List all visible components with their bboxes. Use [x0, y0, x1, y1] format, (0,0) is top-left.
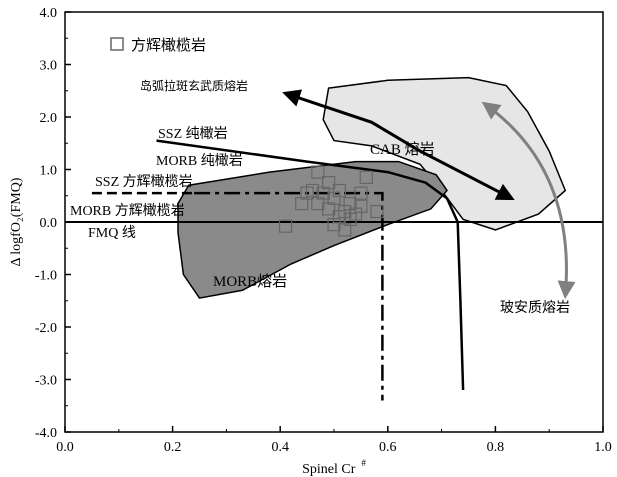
- harzburgite-point: [278, 219, 293, 233]
- y-tick-label: -4.0: [35, 426, 57, 441]
- harzburgite-point: [316, 186, 330, 200]
- arc-tholeiite-label: 岛弧拉斑玄武质熔岩: [140, 78, 248, 93]
- tick-labels: 0.0 0.2 0.4 0.6 0.8 1.0 4.0 3.0 2.0 1.0 0.0 -1.0 -2.…: [35, 6, 612, 455]
- harzburgite-point: [327, 218, 341, 232]
- axis-ticks: [64, 11, 604, 433]
- legend-marker: [110, 37, 124, 51]
- x-tick-label: 0.8: [487, 440, 505, 455]
- y-tick-label: 3.0: [40, 59, 58, 74]
- harzburgite-point: [295, 197, 309, 211]
- y-tick-label: -2.0: [35, 321, 57, 336]
- harzburgite-point: [348, 207, 363, 221]
- morb-dunite-label: MORB 纯橄岩: [156, 153, 243, 169]
- y-tick-label: -3.0: [35, 374, 57, 389]
- x-tick-label: 0.2: [164, 440, 182, 455]
- y-tick-label: 4.0: [40, 6, 58, 21]
- harzburgite-point: [322, 202, 336, 216]
- ssz-dunite-label: SSZ 纯橄岩: [158, 126, 228, 142]
- harzburgite-point: [305, 183, 320, 198]
- x-tick-label: 0.4: [271, 440, 289, 455]
- harzburgite-point: [332, 210, 346, 224]
- harzburgite-points: [278, 165, 384, 237]
- harzburgite-point: [343, 212, 357, 226]
- boninite-label: 玻安质熔岩: [500, 300, 570, 316]
- harzburgite-point: [359, 170, 373, 184]
- harzburgite-point: [354, 199, 368, 213]
- harzburgite-point: [343, 197, 357, 211]
- arc-tholeiite-arrow: [282, 89, 515, 201]
- harzburgite-point: [338, 204, 352, 219]
- boninite-arrow: [481, 101, 576, 300]
- harzburgite-point: [311, 165, 325, 179]
- ssz-harzburgite-label: SSZ 方辉橄榄岩: [95, 174, 193, 190]
- y-tick-label: -1.0: [35, 269, 57, 284]
- x-axis-label: Spinel Cr #: [302, 458, 366, 477]
- y-tick-label: 1.0: [40, 164, 58, 179]
- harzburgite-point: [338, 223, 352, 237]
- harzburgite-point: [311, 197, 325, 211]
- x-tick-label: 1.0: [594, 440, 612, 455]
- harzburgite-point: [354, 186, 368, 200]
- y-tick-label: 2.0: [40, 111, 58, 126]
- x-tick-label: 0.6: [379, 440, 397, 455]
- harzburgite-point: [370, 204, 384, 219]
- morb-harzburgite-label: MORB 方辉橄榄岩: [70, 203, 185, 219]
- morb-region-label: MORB熔岩: [213, 273, 287, 290]
- x-tick-label: 0.0: [56, 440, 74, 455]
- y-axis-label: Δ logfO₂(FMQ): [9, 177, 24, 266]
- harzburgite-point: [332, 183, 346, 198]
- y-tick-label: 0.0: [40, 216, 58, 231]
- legend-label: 方辉橄榄岩: [131, 36, 206, 54]
- harzburgite-point: [327, 191, 341, 205]
- fmq-line-label: FMQ 线: [88, 225, 136, 241]
- harzburgite-point: [322, 176, 336, 190]
- harzburgite-point: [300, 186, 314, 200]
- cab-region-label: CAB 熔岩: [370, 141, 435, 158]
